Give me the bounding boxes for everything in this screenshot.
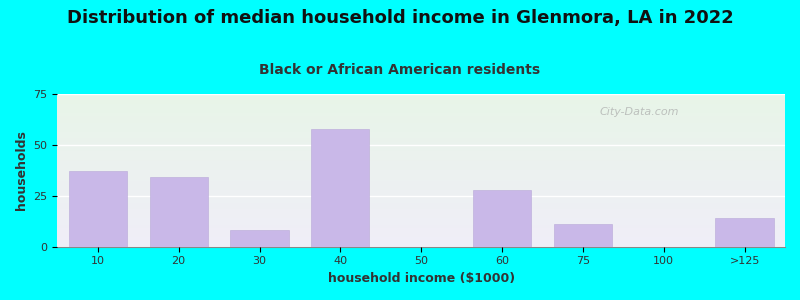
X-axis label: household income ($1000): household income ($1000) <box>328 272 514 285</box>
Bar <box>554 224 612 247</box>
Bar <box>230 230 289 247</box>
Y-axis label: households: households <box>15 130 28 210</box>
Bar <box>715 218 774 247</box>
Bar <box>69 171 127 247</box>
Text: Black or African American residents: Black or African American residents <box>259 63 541 77</box>
Bar <box>311 129 370 247</box>
Bar <box>150 178 208 247</box>
Text: City-Data.com: City-Data.com <box>600 107 679 117</box>
Text: Distribution of median household income in Glenmora, LA in 2022: Distribution of median household income … <box>66 9 734 27</box>
Bar <box>473 190 531 247</box>
